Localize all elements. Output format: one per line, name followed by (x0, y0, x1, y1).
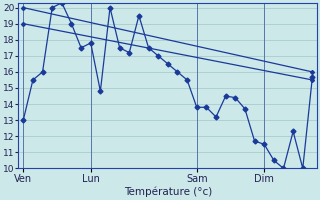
X-axis label: Température (°c): Température (°c) (124, 187, 212, 197)
